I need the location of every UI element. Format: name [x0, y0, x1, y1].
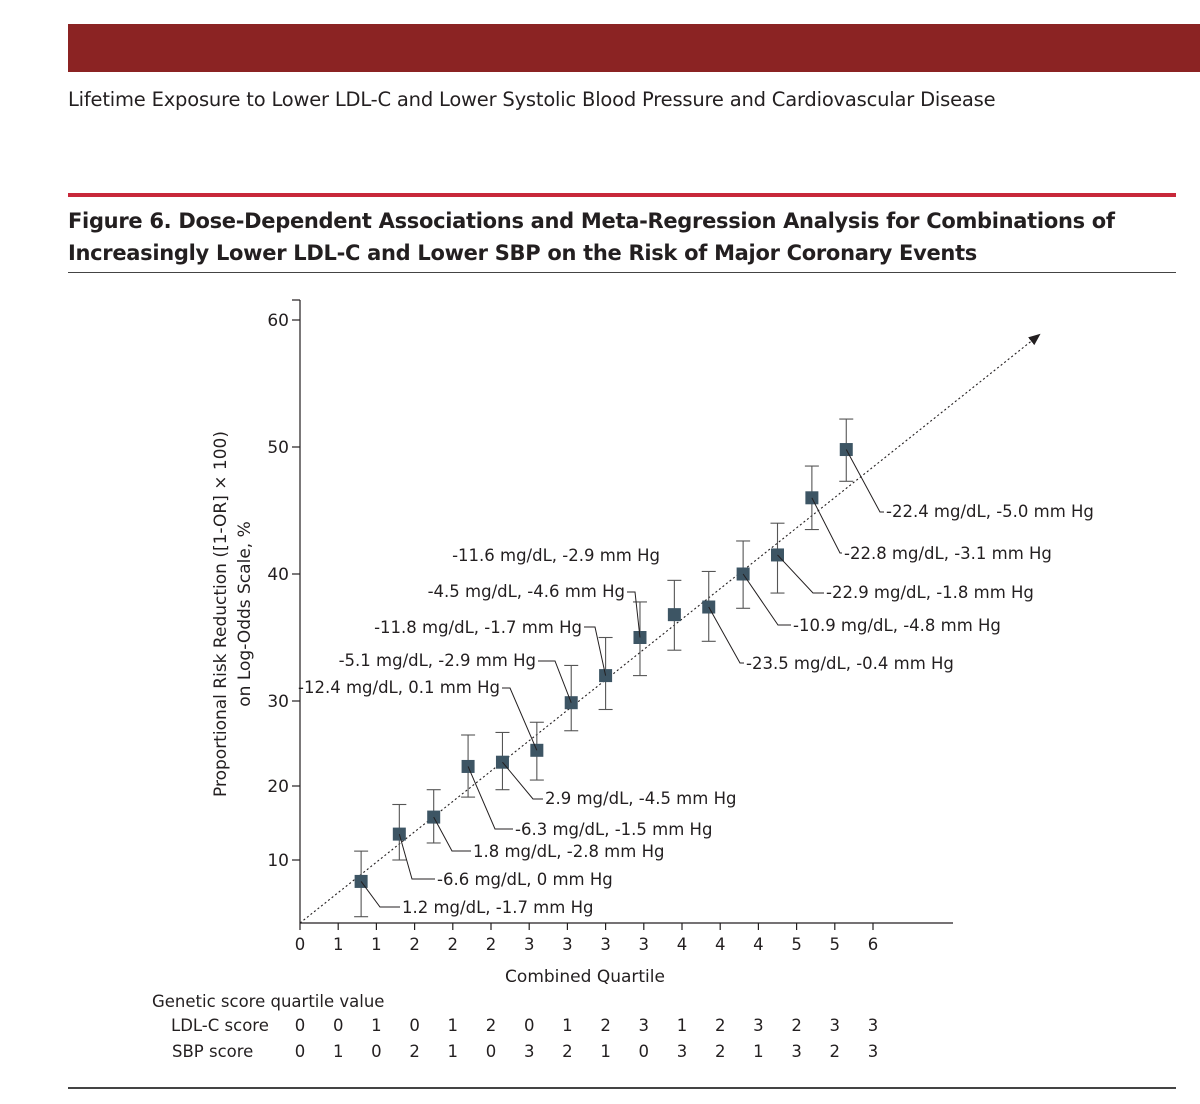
table-cell: 2	[829, 1042, 841, 1061]
table-cell: 0	[294, 1042, 306, 1061]
data-point-label: -6.3 mg/dL, -1.5 mm Hg	[515, 820, 712, 839]
data-point-label: -11.8 mg/dL, -1.7 mm Hg	[374, 618, 582, 637]
label-leader	[627, 591, 641, 638]
table-cell: 3	[791, 1042, 802, 1061]
x-tick-label: 3	[600, 935, 611, 954]
x-tick-label: 2	[409, 935, 420, 954]
y-tick-label: 40	[267, 565, 289, 585]
x-tick-label: 6	[868, 935, 879, 954]
label-leader	[433, 816, 471, 852]
table-cell: 2	[485, 1016, 497, 1035]
table-heading: Genetic score quartile value	[152, 992, 385, 1011]
y-tick-label: 10	[267, 851, 289, 871]
data-point-marker	[667, 608, 681, 622]
chart-plot: 10 20 30 40 50 60 0 1 1 2 2 2 3 3 3 3 4 4 4 5 5 6 1.2 mg/dL, …	[211, 299, 1094, 987]
figure-title: Figure 6. Dose-Dependent Associations an…	[68, 209, 1115, 265]
table-cell: 1	[676, 1016, 688, 1035]
table-cell: 1	[332, 1042, 344, 1061]
data-point-label: -6.6 mg/dL, 0 mm Hg	[437, 870, 613, 889]
table-cell: 3	[867, 1042, 879, 1061]
table-cell: 1	[371, 1016, 382, 1035]
table-cell: 0	[485, 1042, 497, 1061]
x-tick-label: 5	[830, 935, 841, 954]
chart-point-labels: 1.2 mg/dL, -1.7 mm Hg -6.6 mg/dL, 0 mm Hg…	[298, 449, 1094, 917]
table-cell: 3	[753, 1016, 764, 1035]
label-leader	[502, 687, 538, 751]
data-point-label: 1.2 mg/dL, -1.7 mm Hg	[402, 898, 593, 917]
label-leader	[708, 606, 744, 664]
running-title: Lifetime Exposure to Lower LDL-C and Low…	[68, 88, 996, 111]
table-cell: 2	[714, 1016, 726, 1035]
table-cell: 3	[829, 1016, 841, 1035]
table-cell: 0	[409, 1016, 420, 1035]
data-point-label: 2.9 mg/dL, -4.5 mm Hg	[545, 789, 736, 808]
table-cell: 1	[447, 1042, 459, 1061]
x-tick-label: 1	[333, 935, 344, 954]
label-leader	[398, 833, 435, 880]
table-cell: 0	[523, 1016, 535, 1035]
table-row-label: SBP score	[172, 1042, 254, 1061]
header-banner	[68, 24, 1200, 72]
y-tick-label: 30	[267, 692, 289, 712]
table-cell: 3	[523, 1042, 535, 1061]
label-leader	[845, 449, 884, 513]
table-cell: 1	[447, 1016, 459, 1035]
x-tick-label: 3	[562, 935, 573, 954]
label-leader	[742, 573, 791, 626]
x-tick-label: 4	[677, 935, 688, 954]
table-cell: 1	[753, 1042, 764, 1061]
data-point-label: -5.1 mg/dL, -2.9 mm Hg	[339, 651, 536, 670]
x-tick-label: 2	[486, 935, 497, 954]
table-cell: 2	[791, 1016, 802, 1035]
figure-top-rule	[68, 272, 1176, 273]
x-tick-label: 4	[753, 935, 764, 954]
table-cell: 1	[562, 1016, 573, 1035]
label-leader	[467, 766, 513, 830]
data-point-label: -22.4 mg/dL, -5.0 mm Hg	[886, 502, 1094, 521]
data-point-label: -22.8 mg/dL, -3.1 mm Hg	[844, 544, 1052, 563]
table-cell: 0	[294, 1016, 306, 1035]
label-leader	[811, 497, 842, 554]
data-point-label: -22.9 mg/dL, -1.8 mm Hg	[826, 583, 1034, 602]
data-point-label: -4.5 mg/dL, -4.6 mm Hg	[428, 582, 625, 601]
data-point-label: -10.9 mg/dL, -4.8 mm Hg	[793, 616, 1001, 635]
title-rule	[68, 193, 1176, 197]
data-point-label: 1.8 mg/dL, -2.8 mm Hg	[473, 842, 664, 861]
table-cell: 0	[332, 1016, 344, 1035]
x-axis-label: Combined Quartile	[505, 967, 665, 987]
y-tick-label: 60	[267, 311, 289, 331]
label-leader	[584, 626, 607, 676]
table-cell: 0	[638, 1042, 650, 1061]
x-tick-label: 5	[791, 935, 802, 954]
label-leader	[538, 660, 572, 703]
x-tick-label: 2	[448, 935, 459, 954]
table-cell: 0	[371, 1042, 382, 1061]
table-cell: 2	[562, 1042, 573, 1061]
table-cell: 2	[600, 1016, 611, 1035]
table-cell: 2	[714, 1042, 726, 1061]
table-cell: 3	[867, 1016, 879, 1035]
y-axis-label-line-2: on Log-Odds Scale, %	[235, 521, 255, 706]
y-tick-label: 20	[267, 777, 289, 797]
x-tick-label: 3	[639, 935, 650, 954]
table-cell: 2	[409, 1042, 420, 1061]
label-leader	[777, 554, 824, 594]
data-point-label: -11.6 mg/dL, -2.9 mm Hg	[452, 546, 660, 565]
label-leader	[360, 881, 400, 908]
label-leader	[502, 761, 543, 800]
y-tick-label: 50	[267, 438, 289, 458]
table-cell: 3	[638, 1016, 650, 1035]
y-axis-label-line-1: Proportional Risk Reduction ([1-OR] × 10…	[211, 431, 231, 797]
table-cell: 3	[676, 1042, 688, 1061]
table-cell: 1	[600, 1042, 611, 1061]
chart-axes: 10 20 30 40 50 60 0 1 1 2 2 2 3 3 3 3 4 4 4 5 5 6	[267, 299, 953, 954]
x-tick-label: 4	[715, 935, 726, 954]
data-point-label: -23.5 mg/dL, -0.4 mm Hg	[746, 654, 954, 673]
data-point-label: -12.4 mg/dL, 0.1 mm Hg	[298, 678, 500, 697]
x-tick-label: 0	[295, 935, 306, 954]
x-tick-label: 1	[371, 935, 382, 954]
table-row-label: LDL-C score	[171, 1016, 269, 1035]
figure-bottom-rule	[68, 1087, 1176, 1089]
x-tick-label: 3	[524, 935, 535, 954]
